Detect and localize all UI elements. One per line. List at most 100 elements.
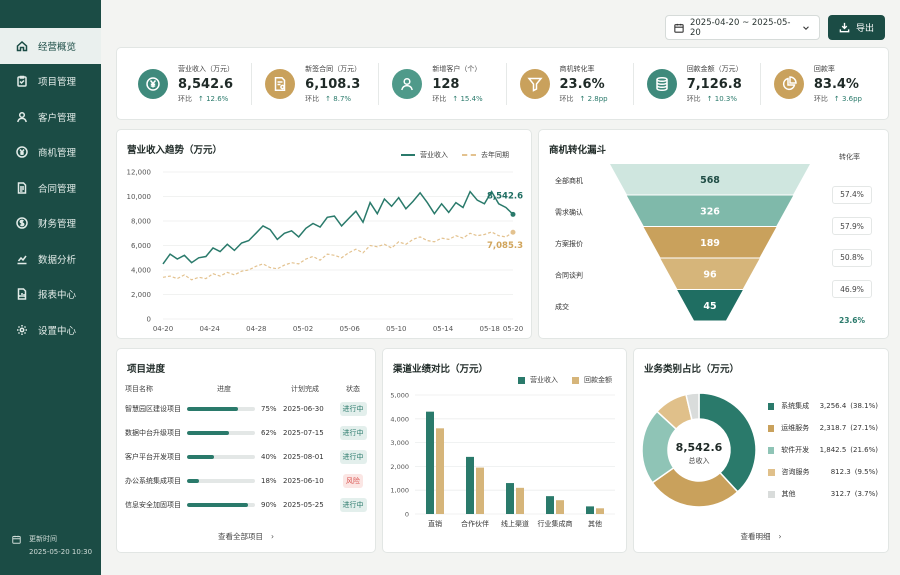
conversion-rate: 57.9% [832, 217, 872, 236]
progress-cell: 18% [187, 477, 283, 485]
category-donut-chart: 8,542.6 总收入 [641, 392, 757, 508]
sidebar-item-1[interactable]: 项目管理 [0, 64, 101, 100]
end-point [510, 211, 516, 217]
arrow-up-icon: ↑ [833, 94, 842, 103]
bar-0-0 [426, 411, 434, 514]
y-tick-label: 8,000 [131, 218, 151, 226]
project-name: 数据中台升级项目 [125, 429, 181, 437]
arrow-up-icon: ↑ [198, 94, 207, 103]
revenue-trend-card: 营业收入趋势（万元） 营业收入 去年同期 0 2,000 4,000 6,000 8,0… [116, 129, 532, 339]
progress-track [187, 503, 255, 507]
due-date: 2025-06-10 [283, 477, 324, 485]
x-tick-label: 04-24 [199, 325, 220, 333]
sidebar-item-7[interactable]: 报表中心 [0, 277, 101, 313]
sidebar-item-2[interactable]: 客户管理 [0, 99, 101, 135]
chart-icon [16, 253, 28, 265]
conversion-rate: 46.9% [832, 280, 872, 299]
kpi-text: 新增客户（个） 128 环比 ↑ 15.4% [432, 64, 482, 104]
legend-value: 2,318.7 [819, 424, 847, 432]
end-point [510, 229, 516, 235]
clipboard-icon [16, 75, 28, 87]
user-icon [392, 68, 423, 99]
donut-center-label: 总收入 [689, 456, 710, 465]
table-row[interactable]: 数据中台升级项目 62% 2025-07-15 进行中 [125, 421, 367, 445]
progress-percent: 62% [261, 429, 277, 437]
sidebar-item-6[interactable]: 数据分析 [0, 241, 101, 277]
end-value-label: 8,542.6 [487, 191, 523, 201]
view-details-link[interactable]: 查看明细 › [634, 531, 888, 542]
legend-value: 3,256.4 [819, 402, 847, 410]
kpi-text: 回款率 83.4% 环比 ↑ 3.6pp [814, 64, 862, 104]
x-tick-label: 05-20 [503, 325, 523, 333]
x-tick-label: 05-06 [339, 325, 360, 333]
table-row[interactable]: 办公系统集成项目 18% 2025-06-10 风险 [125, 469, 367, 493]
x-tick-label: 05-14 [433, 325, 454, 333]
date-range-picker[interactable]: 2025-04-20 ~ 2025-05-20 [665, 15, 820, 40]
view-all-projects-link[interactable]: 查看全部项目 › [117, 531, 375, 542]
y-tick-label: 0 [147, 316, 151, 324]
bar-0-4 [586, 506, 594, 514]
legend-item: 咨询服务 812.3 (9.5%) [768, 461, 878, 483]
sidebar-item-0[interactable]: 经营概览 [0, 28, 101, 64]
change-up: ↑ 15.4% [452, 95, 482, 103]
sidebar-item-label: 报表中心 [38, 290, 77, 302]
compare-label: 环比 [178, 94, 192, 103]
progress-cell: 62% [187, 429, 283, 437]
chevron-down-icon [803, 25, 809, 30]
kpi-compare: 环比 ↑ 8.7% [305, 94, 361, 104]
link-text: 查看明细 [740, 532, 771, 541]
x-tick-label: 行业集成商 [538, 519, 573, 528]
progress-fill [187, 431, 230, 435]
kpi-item: 回款金额（万元） 7,126.8 环比 ↑ 10.3% [634, 59, 762, 109]
sidebar-item-label: 财务管理 [38, 219, 77, 231]
progress-fill [187, 479, 200, 483]
y-tick-label: 10,000 [127, 193, 152, 201]
status-cell: 进行中 [339, 402, 367, 416]
funnel-value: 568 [700, 175, 720, 186]
legend-swatch [401, 154, 415, 156]
compare-label: 环比 [686, 94, 701, 103]
progress-track [187, 455, 255, 459]
sidebar-item-8[interactable]: 设置中心 [0, 312, 101, 348]
legend-swatch [518, 376, 525, 384]
due-date: 2025-08-01 [283, 453, 324, 461]
sidebar-nav: 经营概览项目管理 客户管理 商机管理 合同管理财务管理数据分析报表中心设置中心 [0, 28, 101, 348]
due-date: 2025-07-15 [283, 429, 324, 437]
table-row[interactable]: 客户平台开发项目 40% 2025-08-01 进行中 [125, 445, 367, 469]
sidebar-item-4[interactable]: 合同管理 [0, 170, 101, 206]
arrow-up-icon: ↑ [325, 94, 334, 103]
legend-item: 运维服务 2,318.7 (27.1%) [768, 417, 878, 439]
y-tick-label: 12,000 [127, 169, 152, 177]
funnel-stage-label: 方案报价 [555, 239, 583, 248]
sidebar-item-label: 设置中心 [38, 325, 77, 337]
sidebar-item-5[interactable]: 财务管理 [0, 206, 101, 242]
change-value: 8.7% [333, 94, 352, 103]
progress-percent: 40% [261, 453, 277, 461]
series-line-1 [162, 231, 514, 281]
table-header: 项目名称 进度 计划完成 状态 [125, 381, 367, 397]
table-row[interactable]: 信息安全加固项目 90% 2025-05-25 进行中 [125, 493, 367, 517]
funnel-stage-label: 合同谈判 [555, 270, 583, 279]
sidebar-item-label: 经营概览 [38, 41, 77, 53]
y-tick-label: 4,000 [390, 415, 409, 423]
status-cell: 进行中 [339, 426, 367, 440]
bar-1-1 [476, 467, 484, 514]
status-cell: 进行中 [339, 498, 367, 512]
sidebar-item-3[interactable]: 商机管理 [0, 135, 101, 171]
kpi-value: 8,542.6 [178, 76, 234, 92]
donut-center-value: 8,542.6 [676, 441, 723, 454]
update-info: 更新时间 2025-05-20 10:30 [12, 533, 92, 559]
yen-icon [138, 68, 168, 99]
conversion-rate: 23.6% [838, 316, 866, 326]
legend-value: 312.7 [830, 490, 851, 498]
table-row[interactable]: 智慧园区建设项目 75% 2025-06-30 进行中 [125, 397, 367, 421]
trend-chart: 0 2,000 4,000 6,000 8,000 10,000 12,000 04-20 04… [127, 169, 524, 334]
x-tick-label: 05-10 [386, 325, 406, 333]
funnel-value: 45 [703, 301, 716, 312]
report-icon [16, 288, 28, 300]
funnel-value: 96 [703, 269, 717, 280]
kpi-value: 83.4% [813, 76, 859, 92]
calendar-icon [12, 535, 21, 544]
export-button[interactable]: 导出 [828, 15, 885, 40]
kpi-text: 回款金额（万元） 7,126.8 环比 ↑ 10.3% [687, 64, 743, 104]
